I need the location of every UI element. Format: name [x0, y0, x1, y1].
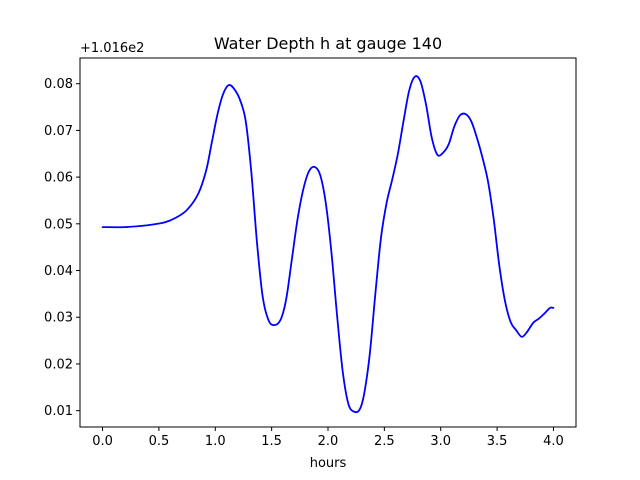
y-tick-label: 0.07: [44, 124, 73, 139]
y-tick-label: 0.08: [44, 77, 73, 92]
y-tick-label: 0.02: [44, 357, 73, 372]
x-axis-label: hours: [310, 456, 347, 471]
y-axis-ticks: 0.01 0.02 0.03 0.04 0.05 0.06 0.07 0.08: [44, 77, 80, 419]
y-tick-label: 0.03: [44, 311, 73, 326]
y-tick-label: 0.01: [44, 404, 73, 419]
x-tick-label: 0.0: [92, 434, 113, 449]
y-offset-label: +1.016e2: [80, 41, 144, 56]
x-tick-label: 1.5: [261, 434, 282, 449]
water-depth-line: [101, 75, 555, 414]
y-tick-label: 0.06: [44, 171, 73, 186]
x-tick-label: 3.5: [487, 434, 508, 449]
x-tick-label: 4.0: [543, 434, 564, 449]
y-tick-label: 0.04: [44, 264, 73, 279]
x-tick-label: 3.0: [430, 434, 451, 449]
plot-area-frame: [79, 57, 577, 428]
chart-title: Water Depth h at gauge 140: [214, 34, 442, 53]
y-tick-label: 0.05: [44, 217, 73, 232]
x-tick-label: 2.5: [374, 434, 395, 449]
x-tick-label: 0.5: [149, 434, 170, 449]
x-tick-label: 2.0: [318, 434, 339, 449]
x-tick-label: 1.0: [205, 434, 226, 449]
x-axis-ticks: 0.0 0.5 1.0 1.5 2.0 2.5 3.0 3.5 4.0: [92, 427, 564, 449]
